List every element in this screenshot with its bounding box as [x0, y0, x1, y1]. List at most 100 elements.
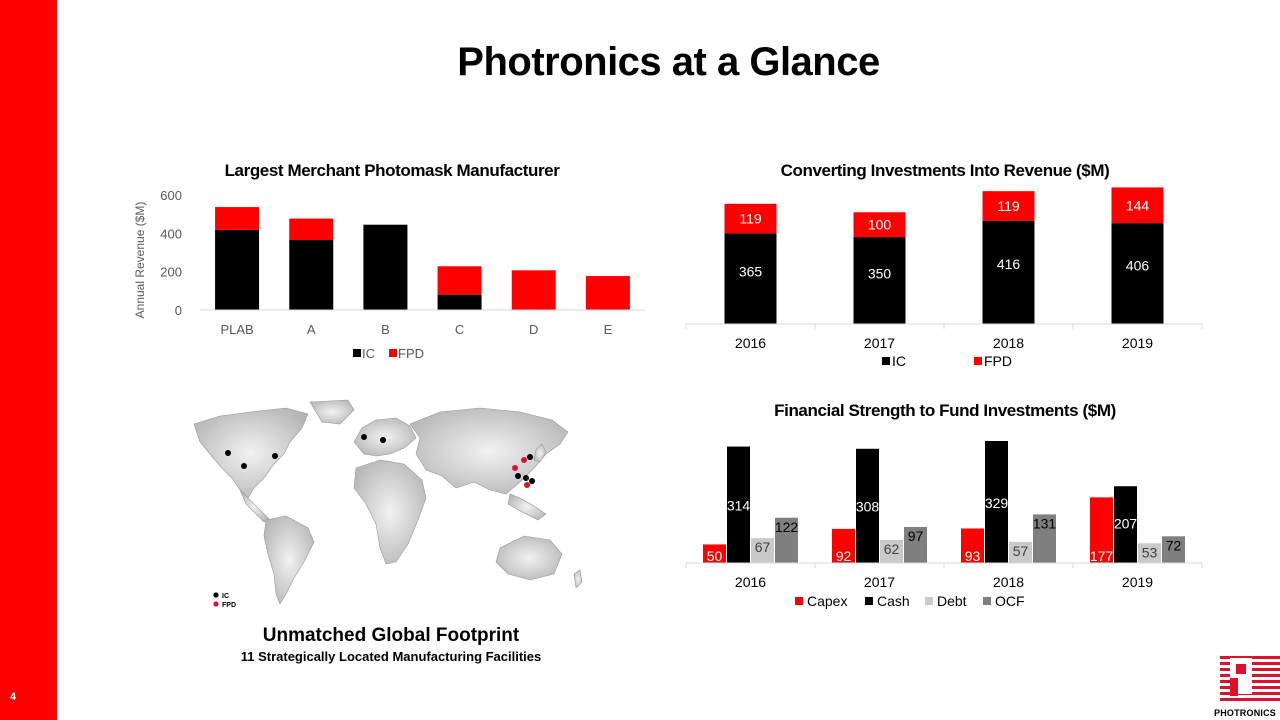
- bar-ocf-2016: [775, 517, 798, 563]
- x-tick-label: PLAB: [220, 322, 253, 337]
- x-tick-label: 2016: [735, 574, 766, 590]
- data-label-debt: 53: [1142, 544, 1158, 560]
- y-tick-label: 200: [160, 265, 182, 280]
- bar-ic-2018: [982, 220, 1035, 324]
- continents: [193, 399, 583, 605]
- x-tick-label: 2016: [735, 335, 766, 351]
- fpd-marker: [521, 457, 527, 463]
- ic-marker: [241, 463, 247, 469]
- map-legend: IC FPD: [213, 592, 236, 609]
- bar-ic-2019: [1111, 223, 1164, 324]
- ic-marker: [225, 450, 231, 456]
- data-label-ic: 416: [997, 256, 1021, 272]
- legend-label-ic: IC: [362, 346, 375, 361]
- legend-swatch-debt: [925, 597, 933, 605]
- legend-swatch-ocf: [983, 597, 991, 605]
- data-label-ic: 350: [868, 266, 892, 282]
- data-label-ocf: 72: [1166, 537, 1182, 553]
- data-label-debt: 57: [1013, 543, 1029, 559]
- data-label-cash: 314: [727, 498, 751, 514]
- bar-debt-2018: [1009, 541, 1032, 563]
- legend-label-cash: Cash: [877, 593, 910, 609]
- data-label-fpd: 144: [1126, 197, 1150, 213]
- ic-marker: [523, 475, 529, 481]
- data-label-fpd: 119: [997, 198, 1020, 214]
- bar-debt-2019: [1138, 543, 1161, 563]
- x-tick-label: 2019: [1122, 335, 1153, 351]
- legend-swatch-fpd: [974, 357, 982, 365]
- legend-swatch-ic: [882, 357, 890, 365]
- x-tick-label: 2017: [864, 335, 895, 351]
- data-label-cash: 329: [985, 495, 1009, 511]
- legend-label-fpd: FPD: [398, 346, 424, 361]
- y-tick-label: 400: [160, 226, 182, 241]
- data-label-debt: 62: [884, 541, 900, 557]
- bar-ic-c: [437, 294, 482, 310]
- y-tick-label: 0: [175, 303, 182, 318]
- bar-ocf-2017: [904, 527, 927, 563]
- data-label-fpd: 119: [739, 211, 762, 227]
- data-label-capex: 177: [1090, 548, 1114, 564]
- legend-label-fpd: FPD: [984, 353, 1012, 369]
- legend-swatch-capex: [795, 597, 803, 605]
- bar-fpd-a: [289, 218, 334, 241]
- legend-swatch-cash: [865, 597, 873, 605]
- map-caption-title: Unmatched Global Footprint: [262, 625, 520, 646]
- chart-largest-manufacturer: Largest Merchant Photomask Manufacturer …: [133, 161, 645, 361]
- ic-marker: [361, 434, 367, 440]
- bar-cash-2018: [985, 441, 1008, 563]
- legend-swatch-fpd: [389, 349, 397, 357]
- chart-title: Financial Strength to Fund Investments (…: [774, 401, 1116, 420]
- bar-capex-2017: [832, 528, 855, 563]
- chart-title: Converting Investments Into Revenue ($M): [781, 161, 1110, 180]
- bar-fpd-2018: [982, 191, 1035, 221]
- bar-ocf-2019: [1162, 536, 1185, 563]
- map-caption: Unmatched Global Footprint 11 Strategica…: [190, 625, 592, 664]
- world-map: IC FPD: [193, 399, 583, 609]
- bar-fpd-c: [437, 266, 482, 295]
- data-label-debt: 67: [755, 539, 771, 555]
- x-tick-label: 2018: [993, 335, 1024, 351]
- bar-debt-2016: [751, 538, 774, 563]
- bar-fpd-2016: [724, 203, 777, 234]
- ic-marker: [380, 437, 386, 443]
- fpd-legend-label: FPD: [222, 602, 236, 609]
- x-tick-label: A: [307, 322, 316, 337]
- x-tick-label: D: [529, 322, 538, 337]
- ic-legend-dot: [213, 592, 219, 598]
- bar-fpd-2019: [1111, 187, 1164, 224]
- data-label-ocf: 122: [775, 519, 799, 535]
- bar-capex-2019: [1090, 497, 1113, 563]
- data-label-capex: 93: [965, 548, 981, 564]
- logo-text: PHOTRONICS: [1214, 708, 1277, 718]
- legend-label-capex: Capex: [807, 593, 847, 609]
- photronics-logo: [1220, 656, 1280, 701]
- bar-cash-2019: [1114, 486, 1137, 563]
- fpd-legend-dot: [213, 601, 219, 607]
- bar-ic-2016: [724, 233, 777, 324]
- ic-legend-label: IC: [222, 593, 229, 600]
- bar-ic-b: [363, 224, 408, 310]
- data-label-ic: 365: [739, 263, 763, 279]
- bar-ic-2017: [853, 237, 906, 324]
- bar-fpd-2017: [853, 212, 906, 238]
- legend-label-ic: IC: [892, 353, 906, 369]
- bar-ic-a: [289, 240, 334, 310]
- page-number: 4: [10, 691, 17, 703]
- legend-swatch-ic: [353, 349, 361, 357]
- data-label-ocf: 131: [1033, 515, 1057, 531]
- ic-marker: [527, 454, 533, 460]
- y-axis-label: Annual Revenue ($M): [133, 202, 147, 319]
- x-tick-label: 2018: [993, 574, 1024, 590]
- x-tick-label: C: [455, 322, 464, 337]
- chart-investments-revenue: Converting Investments Into Revenue ($M)…: [685, 161, 1203, 369]
- legend-label-ocf: OCF: [995, 593, 1025, 609]
- x-tick-label: 2017: [864, 574, 895, 590]
- x-tick-label: 2019: [1122, 574, 1153, 590]
- facility-markers: [225, 434, 535, 488]
- data-label-ic: 406: [1126, 258, 1150, 274]
- data-label-cash: 207: [1114, 515, 1138, 531]
- fpd-marker: [512, 465, 518, 471]
- left-accent-bar: [0, 0, 57, 720]
- ic-marker: [272, 453, 278, 459]
